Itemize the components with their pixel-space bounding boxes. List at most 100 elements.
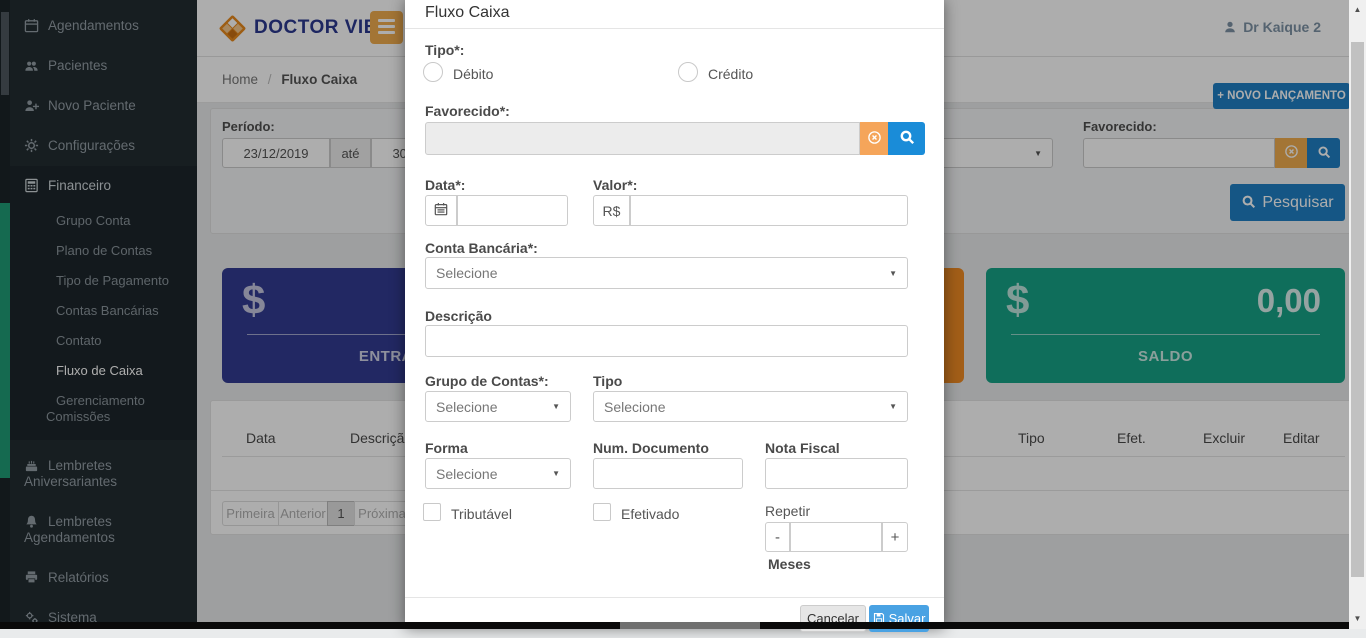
user-menu[interactable]: Dr Kaique 2 — [1223, 19, 1321, 35]
sidebar-item-lembretes-agendamentos[interactable]: Lembretes Agendamentos — [24, 514, 115, 545]
tipo-select-label: Tipo — [593, 373, 623, 389]
modal-header-divider — [405, 28, 944, 29]
num-documento-label: Num. Documento — [593, 440, 709, 456]
dollar-icon: $ — [242, 276, 266, 323]
users-icon — [24, 58, 48, 73]
dropdown-arrow-icon: ▼ — [889, 268, 897, 278]
date-range-separator: até — [330, 138, 371, 168]
breadcrumb-current: Fluxo Caixa — [281, 72, 358, 87]
descricao-label: Descrição — [425, 308, 492, 324]
sidebar-item-agendamentos[interactable]: Agendamentos — [10, 6, 197, 46]
sidebar-item-plano-de-contas[interactable]: Plano de Contas — [56, 243, 153, 258]
saldo-caption: SALDO — [1138, 348, 1193, 365]
efetivado-checkbox[interactable] — [593, 503, 611, 521]
nota-fiscal-input[interactable] — [765, 458, 908, 489]
sidebar-item-financeiro[interactable]: Financeiro — [10, 166, 197, 206]
scroll-up-icon[interactable]: ▲ — [1353, 5, 1362, 14]
sidebar-item-gerenciamento-comissoes[interactable]: Gerenciamento Comissões — [46, 393, 145, 424]
modal-footer-divider — [405, 597, 944, 598]
sidebar-item-contas-bancarias[interactable]: Contas Bancárias — [56, 303, 159, 318]
pesquisar-button[interactable]: Pesquisar — [1230, 184, 1345, 221]
tributavel-checkbox[interactable] — [423, 503, 441, 521]
period-label: Período: — [222, 119, 275, 134]
favorecido-label: Favorecido*: — [425, 103, 510, 119]
conta-bancaria-label: Conta Bancária*: — [425, 240, 538, 256]
data-input[interactable] — [457, 195, 568, 226]
scroll-down-icon[interactable]: ▼ — [1353, 614, 1362, 623]
nota-fiscal-label: Nota Fiscal — [765, 440, 840, 456]
credito-radio[interactable] — [678, 62, 698, 82]
calendar-addon — [425, 195, 457, 226]
favorecido-filter-clear-button[interactable] — [1275, 138, 1307, 168]
repetir-plus-button[interactable]: + — [882, 522, 908, 552]
sidebar-item-relatorios[interactable]: Relatórios — [10, 558, 197, 598]
credito-radio-label[interactable]: Crédito — [708, 66, 754, 82]
hamburger-menu-button[interactable] — [370, 11, 403, 44]
saldo-value: 0,00 — [1256, 282, 1321, 319]
debito-radio-label[interactable]: Débito — [453, 66, 494, 82]
search-icon — [899, 130, 915, 148]
sidebar-item-fluxo-de-caixa[interactable]: Fluxo de Caixa — [56, 363, 143, 378]
debito-radio[interactable] — [423, 62, 443, 82]
conta-bancaria-select[interactable]: Selecione ▼ — [425, 257, 908, 289]
tipo-select[interactable]: Selecione ▼ — [593, 391, 908, 422]
calculator-icon — [24, 178, 48, 193]
sidebar-scroll-rail[interactable] — [0, 0, 10, 629]
bottom-scroll-thumb[interactable] — [620, 622, 760, 629]
user-plus-icon — [24, 98, 48, 113]
sidebar-item-sistema[interactable]: Sistema — [10, 598, 197, 638]
user-name: Dr Kaique 2 — [1243, 19, 1321, 35]
vertical-scrollbar[interactable]: ▲ ▼ — [1349, 0, 1366, 629]
dropdown-arrow-icon: ▼ — [889, 402, 897, 411]
logo-diamond-icon — [217, 13, 248, 49]
descricao-input[interactable] — [425, 325, 908, 357]
tipo-label: Tipo*: — [425, 42, 465, 58]
favorecido-filter-input[interactable] — [1083, 138, 1275, 168]
meses-label: Meses — [768, 556, 811, 572]
sidebar-item-contato[interactable]: Contato — [56, 333, 102, 348]
favorecido-filter-search-button[interactable] — [1307, 138, 1340, 168]
efetivado-label[interactable]: Efetivado — [621, 506, 680, 522]
forma-select[interactable]: Selecione ▼ — [425, 458, 571, 489]
column-header-editar: Editar — [1283, 430, 1320, 446]
currency-prefix: R$ — [593, 195, 630, 226]
sidebar-item-novo-paciente[interactable]: Novo Paciente — [10, 86, 197, 126]
hamburger-icon — [378, 18, 395, 34]
repetir-input[interactable] — [790, 522, 882, 552]
valor-input[interactable] — [630, 195, 908, 226]
cake-icon — [24, 458, 48, 473]
logo-text: DOCTOR VIEW — [254, 17, 396, 38]
column-header-descricao: Descrição — [350, 430, 413, 446]
breadcrumb-separator: / — [267, 72, 272, 87]
breadcrumb-home-link[interactable]: Home — [222, 72, 259, 87]
dropdown-arrow-icon: ▼ — [552, 469, 560, 478]
sidebar-scroll-thumb[interactable] — [1, 12, 9, 95]
date-from-input[interactable]: 23/12/2019 — [222, 138, 330, 168]
num-documento-input[interactable] — [593, 458, 743, 489]
column-header-data: Data — [246, 430, 276, 446]
sidebar-item-tipo-de-pagamento[interactable]: Tipo de Pagamento — [56, 273, 169, 288]
sidebar: Agendamentos Pacientes Novo Paciente Con… — [0, 0, 197, 629]
pagination-next-button[interactable]: Próxima — [354, 501, 410, 526]
favorecido-search-button[interactable] — [888, 122, 925, 155]
breadcrumb: Home / Fluxo Caixa — [222, 72, 357, 87]
sidebar-section-financeiro: Financeiro Grupo Conta Plano de Contas T… — [10, 166, 197, 440]
sidebar-item-pacientes[interactable]: Pacientes — [10, 46, 197, 86]
data-label: Data*: — [425, 177, 466, 193]
tributavel-label[interactable]: Tributável — [451, 506, 512, 522]
dropdown-arrow-icon: ▼ — [1034, 148, 1042, 158]
sidebar-item-lembretes-aniversariantes[interactable]: Lembretes Aniversariantes — [24, 458, 118, 489]
repetir-minus-button[interactable]: - — [765, 522, 790, 552]
pagination-previous-button[interactable]: Anterior — [278, 501, 328, 526]
scrollbar-thumb[interactable] — [1351, 42, 1364, 577]
sidebar-item-configuracoes[interactable]: Configurações — [10, 126, 197, 166]
favorecido-input[interactable] — [425, 122, 860, 155]
sidebar-item-grupo-conta[interactable]: Grupo Conta — [56, 213, 131, 228]
favorecido-filter-label: Favorecido: — [1083, 119, 1157, 134]
valor-label: Valor*: — [593, 177, 638, 193]
pagination-first-button[interactable]: Primeira — [222, 501, 279, 526]
favorecido-clear-button[interactable] — [860, 122, 888, 155]
grupo-contas-select[interactable]: Selecione ▼ — [425, 391, 571, 422]
novo-lancamento-button[interactable]: + NOVO LANÇAMENTO — [1213, 83, 1350, 109]
search-icon — [1241, 194, 1262, 211]
